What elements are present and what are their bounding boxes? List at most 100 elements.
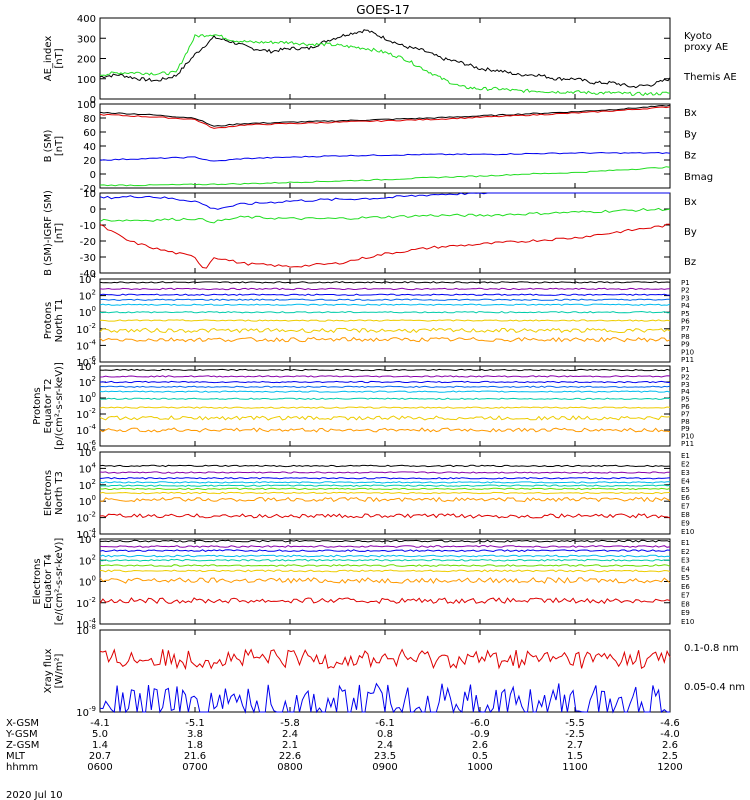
- series-line: [99, 385, 671, 388]
- xaxis-value: -5.1: [185, 718, 205, 729]
- series-line: [99, 554, 671, 558]
- xaxis-value: 2.4: [282, 729, 298, 740]
- series-line: [99, 166, 671, 187]
- y-axis-label: North T1: [54, 299, 65, 343]
- legend-entry: Kyoto: [684, 31, 712, 42]
- series-line: [99, 471, 670, 474]
- series-line: [99, 564, 671, 567]
- series-line: [99, 648, 671, 671]
- series-line: [99, 484, 671, 487]
- legend-entry: E1: [681, 452, 690, 460]
- ytick-label: 10-4: [76, 423, 96, 437]
- ytick-label: 104: [79, 272, 97, 286]
- legend-entry: E3: [681, 557, 690, 565]
- xaxis-value: 2.1: [282, 740, 298, 751]
- series-line: [99, 310, 671, 314]
- series-line: [99, 303, 671, 306]
- xaxis-value: 0800: [277, 762, 302, 773]
- panel-2: -20 0 20 40 60 80 100 B (SM) [nT] Bx By Bz Bmag: [43, 100, 713, 195]
- ytick-label: 10-9: [76, 705, 96, 719]
- panel-frame: [99, 192, 671, 274]
- xaxis-value: -2.5: [565, 729, 585, 740]
- legend-entry: P7: [681, 325, 690, 333]
- y-axis-label: Electrons: [43, 470, 54, 516]
- xaxis-value: -4.0: [660, 729, 680, 740]
- panel-frame: [99, 103, 671, 189]
- panel-5: 10-6 10-4 10-2 100 102 104 Protons Equator T2 [p…: [32, 359, 694, 453]
- xaxis-value: 2.5: [662, 751, 678, 762]
- ytick-label: 10-4: [76, 338, 96, 352]
- series-line: [99, 481, 670, 484]
- legend-entry: Bx: [684, 108, 697, 119]
- legend-entry: Bz: [684, 151, 696, 162]
- legend-entry: E10: [681, 528, 694, 536]
- legend-entry: E4: [681, 477, 690, 485]
- legend-entry: P9: [681, 425, 690, 433]
- xaxis-value: -6.0: [470, 718, 490, 729]
- series-line: [99, 477, 671, 480]
- xaxis-value: 0.8: [377, 729, 393, 740]
- series-line: [99, 151, 671, 162]
- legend-entry: P3: [681, 294, 690, 302]
- ytick-label: 80: [83, 114, 96, 125]
- ytick-label: 400: [77, 14, 96, 25]
- xaxis-value: 23.5: [374, 751, 396, 762]
- legend-entry: E5: [681, 486, 690, 494]
- series-line: [99, 298, 670, 301]
- legend-entry: E9: [681, 609, 690, 617]
- ytick-label: 102: [79, 375, 96, 389]
- legend-entry: P2: [681, 373, 690, 381]
- ytick-label: 100: [79, 575, 96, 589]
- ytick-label: -20: [80, 237, 96, 248]
- ytick-label: 10-2: [76, 511, 96, 525]
- series-line: [99, 576, 671, 585]
- xaxis-value: -4.1: [90, 718, 110, 729]
- legend-entry: P7: [681, 410, 690, 418]
- panel-3: -40 -30 -20 -10 0 10 B (SM)-IGRF (SM) [nT] Bx By B…: [43, 189, 697, 280]
- xaxis-value: 21.6: [184, 751, 206, 762]
- legend-entry: E4: [681, 565, 690, 573]
- legend-entry: 0.05-0.4 nm: [684, 682, 745, 693]
- series-line: [100, 539, 671, 543]
- xaxis-value: 0900: [372, 762, 397, 773]
- xaxis-row-label: X-GSM: [6, 718, 39, 729]
- ytick-label: -30: [80, 253, 96, 264]
- xaxis-value: 0.5: [472, 751, 488, 762]
- series-line: [99, 464, 671, 468]
- y-axis-label: Equator T2: [43, 379, 54, 434]
- legend-entry: E1: [681, 539, 690, 547]
- series-line: [99, 319, 671, 322]
- ytick-label: 0: [90, 95, 96, 106]
- legend-entry: E3: [681, 469, 690, 477]
- legend-entry: By: [684, 129, 697, 140]
- y-axis-label: Protons: [43, 302, 54, 339]
- xaxis-value: -5.8: [280, 718, 300, 729]
- ytick-label: 10-2: [76, 407, 96, 421]
- xaxis-value: 1100: [562, 762, 587, 773]
- y-axis-label: Equator T4: [43, 554, 54, 609]
- ytick-label: 10-2: [76, 322, 96, 336]
- ytick-label: 100: [77, 100, 96, 111]
- series-line: [99, 397, 671, 400]
- panel-7: 10-4 10-2 100 102 104 Electrons Equator T4 [e/(…: [32, 532, 694, 631]
- ytick-label: 10: [83, 189, 96, 200]
- date-label: 2020 Jul 10: [6, 790, 63, 800]
- xaxis-row-label: Z-GSM: [6, 740, 39, 751]
- xaxis-value: 1000: [467, 762, 492, 773]
- series-line: [99, 223, 671, 269]
- series-line: [99, 390, 671, 393]
- panel-frame: [99, 17, 671, 100]
- xaxis-value: 2.7: [567, 740, 583, 751]
- panel-frame: [99, 365, 671, 447]
- series-line: [99, 106, 671, 129]
- y-axis-label: B (SM): [43, 129, 54, 162]
- ytick-label: 102: [79, 478, 96, 492]
- xaxis-value: -4.6: [660, 718, 680, 729]
- ytick-label: 200: [77, 55, 96, 66]
- series-line: [99, 281, 671, 284]
- series-line: [99, 104, 671, 127]
- legend-entry: P3: [681, 381, 690, 389]
- series-line: [99, 545, 671, 548]
- series-line: [99, 597, 671, 605]
